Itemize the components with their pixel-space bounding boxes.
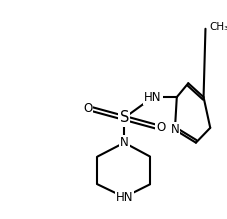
Text: CH₃: CH₃ bbox=[210, 22, 227, 32]
Text: HN: HN bbox=[144, 91, 162, 104]
Text: N: N bbox=[120, 136, 129, 149]
Text: N: N bbox=[170, 123, 179, 136]
Text: S: S bbox=[120, 110, 129, 125]
Text: O: O bbox=[83, 102, 93, 115]
Text: HN: HN bbox=[116, 191, 133, 204]
Text: O: O bbox=[156, 121, 165, 134]
